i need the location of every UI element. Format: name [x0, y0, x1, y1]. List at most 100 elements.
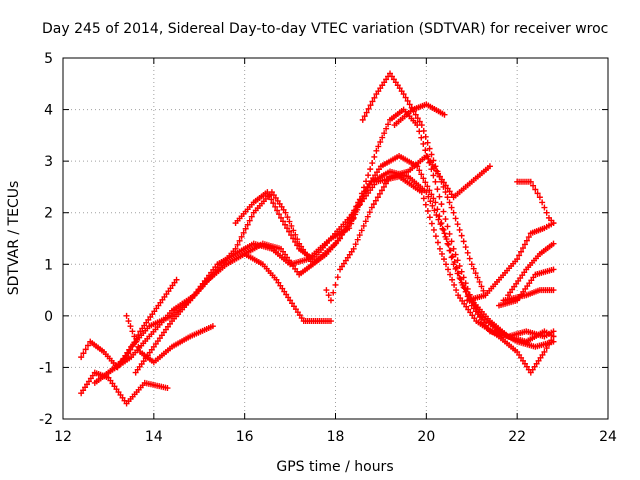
data-point: [294, 242, 301, 249]
series-arc-1: [78, 369, 171, 407]
data-point: [274, 207, 281, 214]
data-point: [330, 289, 337, 296]
data-point: [346, 225, 353, 232]
x-tick-label: 16: [236, 429, 254, 445]
y-tick-label: 5: [44, 51, 53, 67]
data-point: [446, 230, 453, 237]
data-point: [266, 192, 273, 199]
data-point: [459, 281, 466, 288]
data-point: [448, 204, 455, 211]
data-point: [381, 130, 388, 137]
data-point: [278, 214, 284, 221]
data-point: [541, 348, 548, 355]
data-point: [406, 101, 413, 108]
data-point: [534, 190, 541, 197]
data-point: [356, 202, 363, 209]
data-point: [358, 227, 365, 234]
data-point: [433, 212, 440, 219]
data-point: [276, 211, 283, 218]
data-point: [438, 250, 445, 257]
data-point: [420, 127, 427, 134]
data-point: [135, 332, 142, 339]
data-point: [466, 255, 473, 262]
data-point: [432, 233, 439, 240]
data-point: [369, 160, 376, 167]
data-point: [450, 245, 457, 252]
data-point: [337, 235, 344, 242]
data-point: [441, 230, 448, 237]
data-point: [364, 213, 371, 220]
data-point: [284, 214, 291, 221]
data-point: [436, 193, 443, 200]
data-point: [452, 265, 459, 272]
data-point: [468, 261, 475, 268]
x-axis-title: GPS time / hours: [276, 459, 393, 475]
data-point: [456, 226, 463, 233]
x-tick-label: 20: [417, 429, 435, 445]
data-point: [354, 236, 361, 243]
data-point: [286, 228, 293, 235]
data-point: [424, 183, 431, 190]
data-point: [440, 183, 447, 190]
data-point: [78, 354, 85, 361]
data-point: [449, 276, 456, 283]
data-point: [345, 219, 352, 226]
data-point: [339, 231, 346, 238]
data-point: [448, 238, 455, 245]
data-point: [416, 118, 423, 125]
data-point: [425, 193, 432, 200]
data-point: [470, 265, 477, 272]
data-point: [436, 213, 443, 220]
data-point: [440, 226, 447, 233]
data-point: [449, 253, 456, 260]
data-point: [422, 179, 429, 186]
data-point: [472, 270, 479, 277]
data-point: [123, 312, 130, 319]
data-point: [432, 178, 439, 185]
data-point: [521, 241, 528, 248]
data-point: [461, 285, 468, 292]
data-point: [444, 240, 451, 247]
data-point: [434, 168, 441, 175]
data-point: [412, 111, 419, 118]
data-point: [365, 105, 372, 112]
x-tick-label: 18: [327, 429, 345, 445]
data-point: [363, 109, 370, 116]
data-point: [434, 186, 441, 193]
data-point: [430, 226, 437, 233]
data-point: [458, 268, 465, 275]
data-point: [372, 197, 379, 204]
data-point: [380, 183, 387, 190]
data-point: [368, 204, 375, 211]
data-point: [523, 237, 530, 244]
y-tick-label: 1: [44, 257, 53, 273]
data-point: [444, 223, 451, 230]
data-point: [238, 233, 245, 240]
data-point: [520, 245, 527, 252]
data-point: [440, 208, 447, 215]
data-point: [385, 121, 392, 128]
data-point: [458, 232, 465, 239]
data-point: [240, 229, 247, 236]
data-point: [518, 248, 525, 255]
data-point: [426, 214, 433, 221]
data-point: [450, 209, 457, 216]
data-point: [436, 245, 443, 252]
y-tick-label: 2: [44, 206, 53, 222]
data-point: [443, 236, 450, 243]
data-point: [420, 140, 427, 147]
data-point: [451, 281, 458, 288]
data-point: [359, 116, 366, 123]
data-point: [374, 194, 381, 201]
data-point: [350, 245, 357, 252]
data-point: [440, 256, 447, 263]
grid: [63, 58, 608, 419]
y-tick-label: -1: [39, 360, 53, 376]
data-point: [133, 338, 140, 345]
data-point: [371, 94, 378, 101]
data-point: [242, 225, 249, 232]
series-arc-6: [132, 250, 334, 376]
data-point: [125, 350, 132, 357]
data-point: [82, 346, 89, 353]
